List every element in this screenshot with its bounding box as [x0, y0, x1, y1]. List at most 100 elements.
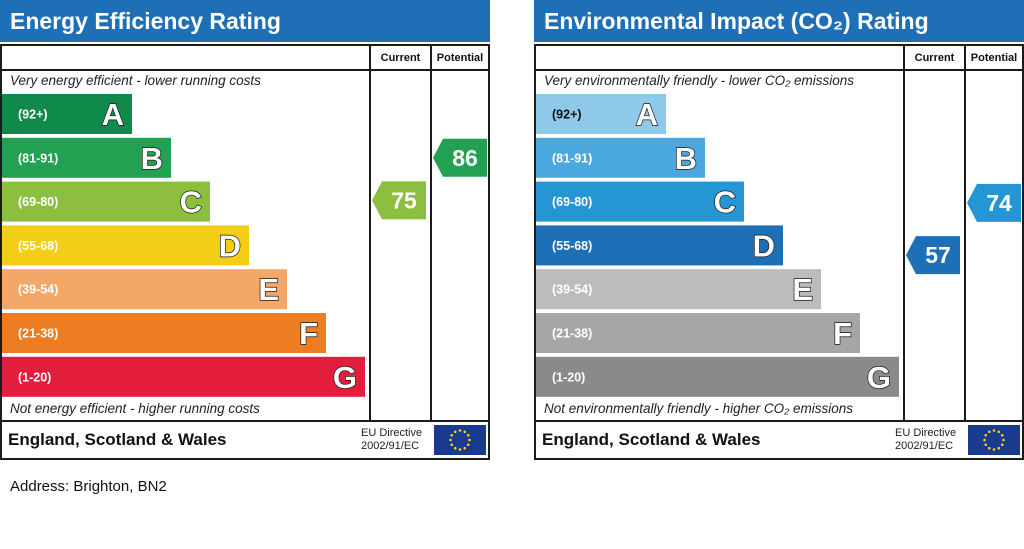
band-bar-e: [2, 269, 287, 310]
potential-column-header: Potential: [436, 52, 484, 64]
band-range-label: (55-68): [552, 239, 592, 253]
eu-star: [987, 446, 991, 450]
band-letter-label: B: [141, 141, 163, 176]
band-letter-label: A: [636, 97, 658, 132]
band-range-label: (55-68): [18, 239, 58, 253]
top-caption: Very energy efficient - lower running co…: [10, 73, 261, 88]
column-divider: [369, 44, 371, 422]
top-caption: Very environmentally friendly - lower CO…: [544, 73, 854, 88]
current-rating-value: 75: [391, 187, 417, 213]
band-range-label: (92+): [18, 108, 48, 122]
eu-star: [997, 446, 1001, 450]
directive-line: EU Directive: [361, 427, 423, 439]
eu-star: [987, 430, 991, 434]
band-bar-b: [2, 137, 171, 178]
band-range-label: (81-91): [18, 151, 58, 165]
eu-star: [1000, 433, 1004, 437]
band-letter-label: F: [299, 316, 318, 351]
current-rating-value: 57: [925, 242, 951, 268]
current-rating-arrow: [906, 236, 960, 275]
band-letter-label: A: [102, 97, 124, 132]
band-letter-label: G: [333, 360, 357, 395]
potential-column-header: Potential: [970, 52, 1018, 64]
footer-divider: [534, 420, 1024, 422]
eu-star: [463, 430, 467, 434]
eu-star: [449, 438, 452, 442]
band-bar-g: [536, 356, 899, 397]
band-range-label: (69-80): [18, 195, 58, 209]
eu-star: [1002, 438, 1005, 442]
band-range-label: (1-20): [18, 370, 51, 384]
band-bar-a: [536, 94, 666, 134]
directive-line: 2002/91/EC: [361, 440, 420, 452]
band-range-label: (81-91): [552, 151, 592, 165]
header-divider: [0, 69, 490, 71]
eu-star: [468, 438, 471, 442]
band-letter-label: F: [833, 316, 852, 351]
band-letter-label: D: [753, 228, 775, 263]
header-divider: [534, 69, 1024, 71]
bottom-caption: Not environmentally friendly - higher CO…: [544, 401, 854, 416]
region-label: England, Scotland & Wales: [8, 430, 227, 449]
eu-star: [466, 443, 470, 447]
band-bar-d: [2, 225, 249, 266]
eu-flag-icon: [968, 425, 1020, 455]
eu-star: [983, 438, 986, 442]
eu-star: [984, 443, 988, 447]
eu-directive-text: EU Directive 2002/91/EC: [361, 427, 422, 453]
bottom-caption: Not energy efficient - higher running co…: [10, 401, 260, 416]
band-bar-g: [2, 356, 365, 397]
potential-rating-value: 86: [452, 145, 478, 171]
eu-star: [453, 446, 457, 450]
column-divider: [964, 44, 966, 422]
band-range-label: (92+): [552, 108, 582, 122]
band-letter-label: G: [867, 360, 891, 395]
current-column-header: Current: [380, 52, 421, 64]
band-range-label: (21-38): [18, 327, 58, 341]
eu-star: [984, 433, 988, 437]
band-range-label: (39-54): [552, 283, 592, 297]
band-letter-label: E: [258, 272, 279, 307]
band-letter-label: B: [675, 141, 697, 176]
eu-star: [992, 429, 996, 432]
band-range-label: (39-54): [18, 283, 58, 297]
band-letter-label: D: [219, 228, 241, 263]
eu-star: [992, 448, 996, 451]
eu-star: [450, 433, 454, 437]
eu-star: [466, 433, 470, 437]
column-divider: [903, 44, 905, 422]
chart-frame: [0, 44, 490, 460]
eu-star: [997, 430, 1001, 434]
eu-star: [1000, 443, 1004, 447]
eu-star: [458, 429, 462, 432]
band-bar-f: [536, 313, 860, 353]
eu-star: [453, 430, 457, 434]
band-bar-b: [536, 137, 705, 178]
band-range-label: (1-20): [552, 370, 585, 384]
band-bar-f: [2, 313, 326, 353]
band-bar-c: [536, 181, 744, 222]
band-letter-label: C: [180, 185, 202, 220]
band-bar-a: [2, 94, 132, 134]
band-bar-e: [536, 269, 821, 310]
environmental-impact-title: Environmental Impact (CO₂) Rating: [534, 0, 1024, 42]
directive-line: 2002/91/EC: [895, 440, 954, 452]
environmental-impact-panel: Environmental Impact (CO₂) Rating Curren…: [534, 0, 1024, 460]
band-letter-label: C: [714, 185, 736, 220]
column-divider: [430, 44, 432, 422]
region-label: England, Scotland & Wales: [542, 430, 761, 449]
energy-efficiency-panel: Energy Efficiency Rating Current Potenti…: [0, 0, 490, 460]
potential-rating-value: 74: [986, 190, 1012, 216]
band-range-label: (69-80): [552, 195, 592, 209]
property-address: Address: Brighton, BN2: [10, 478, 167, 495]
directive-line: EU Directive: [895, 427, 957, 439]
band-letter-label: E: [792, 272, 813, 307]
current-rating-arrow: [372, 181, 426, 220]
band-bar-d: [536, 225, 783, 266]
band-bar-c: [2, 181, 210, 222]
eu-star: [463, 446, 467, 450]
eu-directive-text: EU Directive 2002/91/EC: [895, 427, 956, 453]
current-column-header: Current: [914, 52, 955, 64]
potential-rating-arrow: [967, 183, 1021, 222]
eu-flag-icon: [434, 425, 486, 455]
